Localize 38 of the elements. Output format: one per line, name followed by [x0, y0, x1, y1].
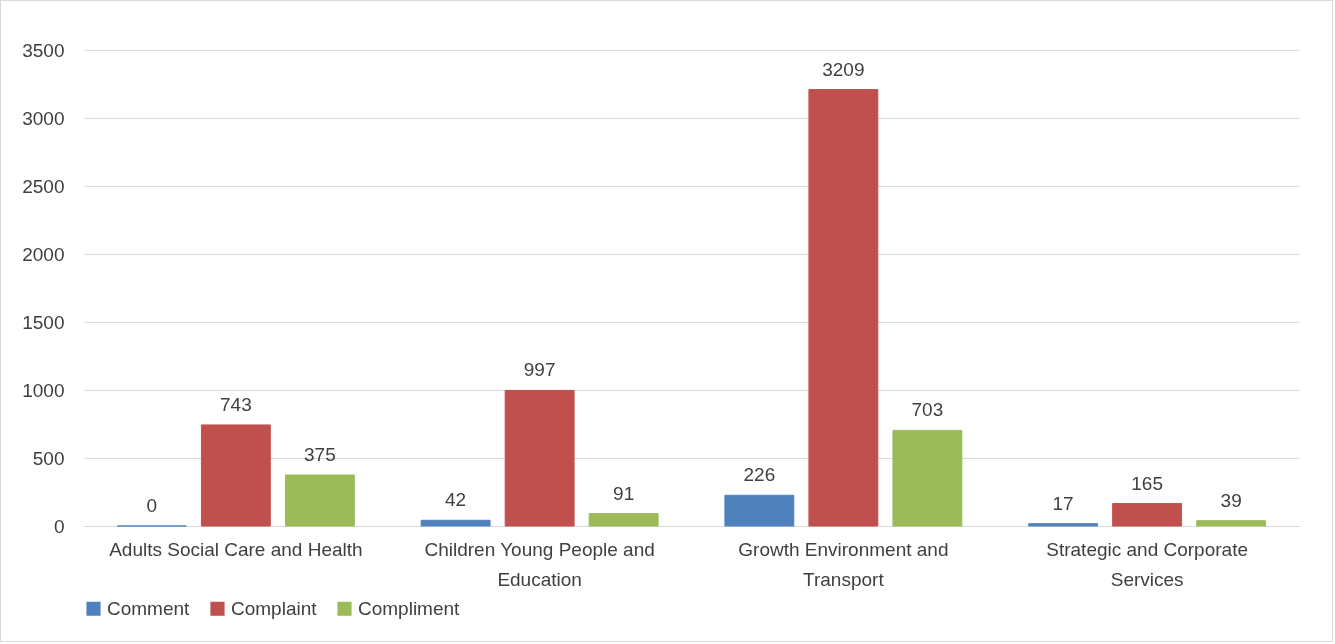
legend-label: Complaint: [231, 597, 318, 619]
bar: [808, 89, 879, 527]
y-tick-label: 2000: [22, 243, 65, 265]
data-label: 39: [1220, 489, 1242, 511]
data-label: 17: [1052, 492, 1074, 514]
bar: [588, 513, 659, 527]
x-tick-label: Strategic and Corporate Services: [1046, 538, 1248, 590]
data-label: 3209: [822, 58, 865, 80]
bar: [1196, 520, 1267, 527]
bar: [200, 424, 271, 527]
data-label: 997: [523, 359, 556, 381]
bar: [724, 494, 795, 527]
legend-label: Compliment: [358, 597, 461, 619]
legend-label: Comment: [107, 597, 191, 619]
data-label: 165: [1131, 472, 1163, 494]
data-label: 743: [220, 393, 252, 415]
y-tick-label: 2500: [22, 175, 65, 197]
x-tick-label: Growth Environment and Transport: [738, 538, 949, 590]
y-tick-label: 0: [53, 515, 65, 537]
bar: [1028, 523, 1099, 527]
y-tick-label: 500: [32, 447, 65, 469]
bar: [420, 519, 491, 527]
data-label: 0: [146, 495, 158, 516]
bar: [892, 429, 963, 527]
data-label: 42: [445, 489, 467, 511]
y-tick-label: 1000: [22, 379, 65, 401]
y-tick-label: 3000: [22, 107, 65, 129]
data-label: 703: [911, 399, 944, 421]
data-label: 226: [743, 464, 776, 486]
y-tick-label: 3500: [22, 39, 65, 61]
data-label: 91: [613, 482, 635, 504]
bar: [504, 389, 575, 527]
data-label: 375: [304, 444, 336, 465]
y-tick-label: 1500: [22, 311, 65, 333]
x-tick-label: Adults Social Care and Health: [109, 538, 363, 560]
bar: [1112, 503, 1183, 527]
x-tick-label: Children Young People and Education: [424, 538, 655, 590]
bar: [284, 474, 355, 527]
